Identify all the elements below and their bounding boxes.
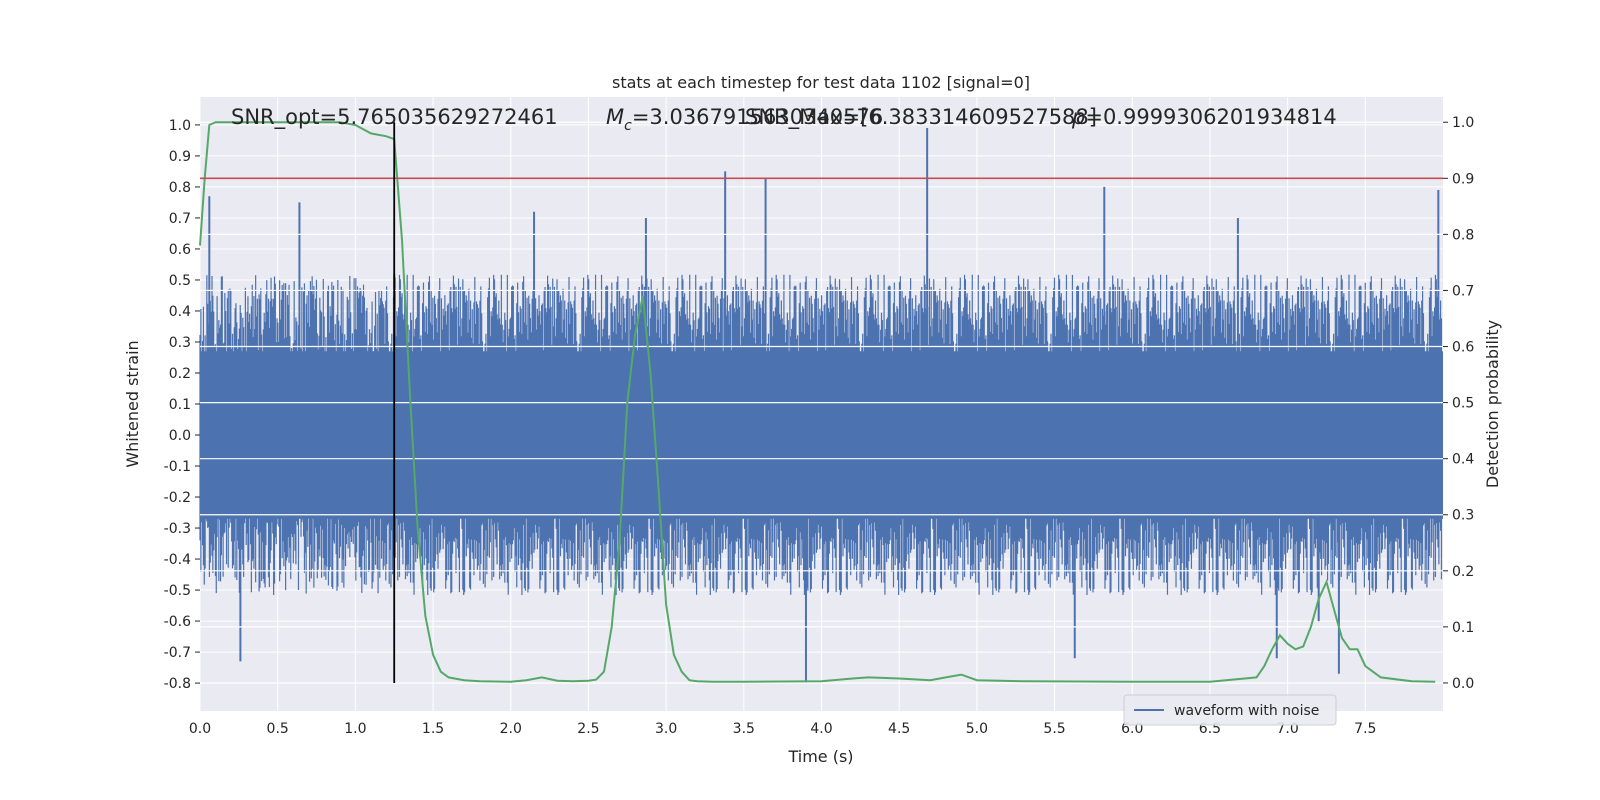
y-tick-label: 0.0 (169, 428, 191, 444)
x-tick-label: 7.5 (1354, 721, 1376, 737)
y-tick-label: -0.5 (164, 583, 191, 599)
y-tick-label: 0.7 (169, 211, 191, 227)
x-tick-label: 0.0 (189, 721, 211, 737)
y-tick-label: -0.3 (164, 521, 191, 537)
y2-tick-label: 0.6 (1452, 340, 1474, 356)
annotation-p: p=0.9999306201934814 (1071, 105, 1337, 129)
y-axis-title: Whitened strain (123, 340, 142, 467)
y-tick-label: -0.1 (164, 459, 191, 475)
legend-label-waveform: waveform with noise (1174, 703, 1319, 719)
y-tick-label: 0.5 (169, 273, 191, 289)
y2-tick-label: 0.5 (1452, 396, 1474, 412)
x-tick-label: 4.5 (888, 721, 910, 737)
y-tick-label: -0.8 (164, 676, 191, 692)
y2-axis-title: Detection probability (1483, 320, 1502, 488)
x-tick-label: 3.5 (733, 721, 755, 737)
detection-probability-series (199, 121, 1443, 683)
y-tick-label: -0.4 (164, 552, 191, 568)
x-tick-label: 1.0 (344, 721, 366, 737)
x-tick-label: 2.5 (577, 721, 599, 737)
y2-tick-label: 0.0 (1452, 676, 1474, 692)
y2-tick-label: 1.0 (1452, 115, 1474, 131)
annotation-snr-opt: SNR_opt=5.765035629272461 (231, 105, 558, 130)
legend-box (1123, 694, 1337, 726)
y2-tick-label: 0.9 (1452, 171, 1474, 187)
y2-tick-label: 0.2 (1452, 564, 1474, 580)
annotation-mc-value: =3.0367915630340576 (632, 105, 883, 129)
chart-title: stats at each timestep for test data 110… (612, 73, 1030, 92)
y-axis-ticks: 1.0 0.9 0.8 0.7 0.6 0.5 0.4 0.3 0.2 0.1 0.0 -0.1 -0.… (164, 118, 200, 692)
y2-tick-label: 0.8 (1452, 227, 1474, 243)
y2-tick-label: 0.7 (1452, 283, 1474, 299)
y-tick-label: 0.4 (169, 304, 191, 320)
waveform-core-band (200, 351, 1443, 519)
legend: waveform with noise (1123, 694, 1337, 726)
secondary-grid (200, 121, 1443, 684)
x-tick-label: 4.0 (810, 721, 832, 737)
x-tick-label: 2.0 (500, 721, 522, 737)
y-tick-label: -0.2 (164, 490, 191, 506)
y-tick-label: -0.7 (164, 645, 191, 661)
y-tick-label: 0.6 (169, 242, 191, 258)
x-tick-label: 5.5 (1043, 721, 1065, 737)
y2-tick-label: 0.4 (1452, 452, 1474, 468)
y2-axis-ticks: 1.0 0.9 0.8 0.7 0.6 0.5 0.4 0.3 0.2 0.1 0.0 (1443, 115, 1474, 692)
x-tick-label: 3.0 (655, 721, 677, 737)
annotation-snr-max: SNR_Max=[6.383314609527588] (745, 105, 1097, 130)
x-axis-ticks: 0.0 0.5 1.0 1.5 2.0 2.5 3.0 3.5 4.0 4.5 5.0 5.5 6.0 6… (189, 721, 1377, 737)
y2-tick-label: 0.3 (1452, 508, 1474, 524)
annotation-p-value: =0.9999306201934814 (1085, 105, 1336, 129)
y-tick-label: 1.0 (169, 118, 191, 134)
y-tick-label: -0.6 (164, 614, 191, 630)
y-tick-label: 0.1 (169, 397, 191, 413)
annotation-mc: Mc=3.0367915630340576 (606, 105, 883, 134)
detection-probability-line (199, 121, 1436, 683)
y-tick-label: 0.2 (169, 366, 191, 382)
y-tick-label: 0.9 (169, 149, 191, 165)
y-tick-label: 0.8 (169, 180, 191, 196)
waveform-series (199, 128, 1443, 684)
x-axis-title: Time (s) (787, 747, 853, 766)
y2-tick-label: 0.1 (1452, 620, 1474, 636)
x-tick-label: 0.5 (267, 721, 289, 737)
x-tick-label: 5.0 (966, 721, 988, 737)
y-tick-label: 0.3 (169, 335, 191, 351)
x-tick-label: 1.5 (422, 721, 444, 737)
